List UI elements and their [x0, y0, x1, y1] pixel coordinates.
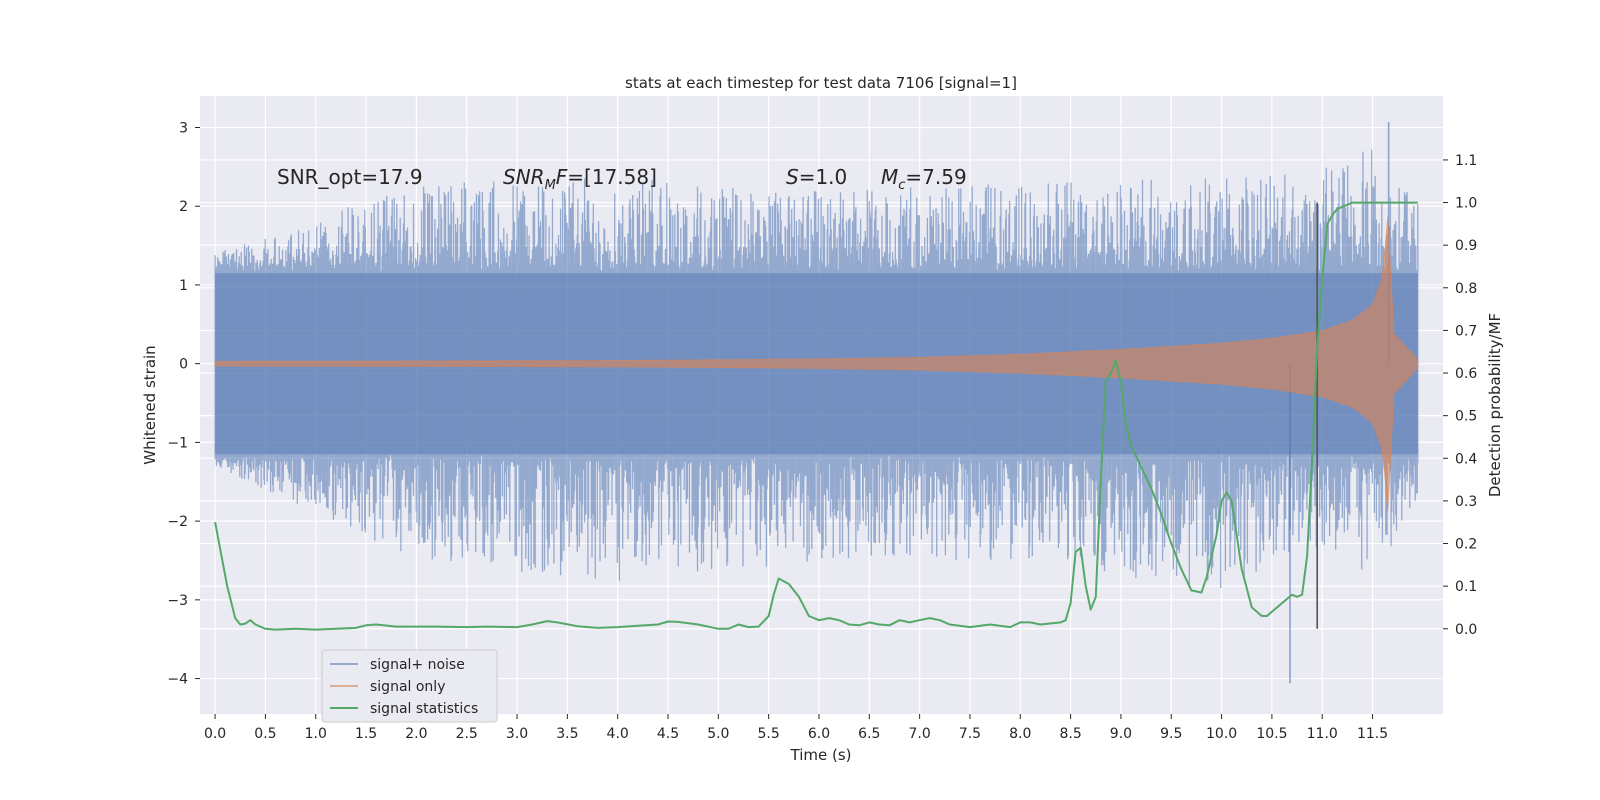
y-tick-label: −2	[167, 514, 188, 530]
signal-statistics-line	[214, 201, 1418, 631]
y2-tick-label: 0.3	[1455, 494, 1477, 510]
x-tick-label: 9.5	[1160, 726, 1182, 742]
y2-tick-label: 0.7	[1455, 323, 1477, 339]
y2-tick-label: 1.0	[1455, 196, 1477, 212]
y-axis-label: Whitened strain	[141, 345, 159, 464]
x-tick-label: 9.0	[1110, 726, 1132, 742]
x-tick-label: 1.5	[355, 726, 377, 742]
legend-label-signal-statistics: signal statistics	[370, 701, 478, 717]
signal-statistics-series	[214, 201, 1418, 631]
annotation-mc-value: =7.59	[905, 165, 966, 189]
legend-label-signal-noise: signal+ noise	[370, 657, 465, 673]
x-tick-label: 4.5	[657, 726, 679, 742]
legend-label-signal-only: signal only	[370, 679, 445, 695]
x-tick-label: 11.5	[1357, 726, 1388, 742]
x-tick-label: 6.0	[808, 726, 830, 742]
x-tick-label: 3.0	[506, 726, 528, 742]
x-tick-label: 7.0	[908, 726, 930, 742]
signal-only-trace	[214, 216, 1419, 511]
y2-axis-label: Detection probability/MF	[1486, 313, 1504, 497]
x-tick-label: 7.5	[959, 726, 981, 742]
y-tick-label: 3	[179, 120, 188, 136]
x-tick-label: 8.0	[1009, 726, 1031, 742]
annotation-snr-mf: SNRMF=[17.58]	[503, 165, 657, 193]
x-tick-label: 5.0	[707, 726, 729, 742]
annotation-snr-mf-subscript: M	[545, 178, 556, 193]
annotation-s-symbol: S	[786, 165, 799, 189]
y2-tick-label: 0.5	[1455, 409, 1477, 425]
annotation-snr-opt: SNR_opt=17.9	[277, 165, 423, 189]
x-tick-label: 0.5	[254, 726, 276, 742]
y2-axis-ticks: 1.1 1.0 0.9 0.8 0.7 0.6 0.5 0.4 0.3 0.2 0.1 0.0	[1443, 153, 1477, 638]
y-tick-label: 1	[179, 278, 188, 294]
y2-tick-label: 0.0	[1455, 622, 1477, 638]
x-tick-label: 11.0	[1307, 726, 1338, 742]
x-tick-label: 8.5	[1059, 726, 1081, 742]
x-axis-ticks: 0.0 0.5 1.0 1.5 2.0 2.5 3.0 3.5 4.0 4.5 5.0 5.5 6.0 6…	[204, 714, 1388, 742]
annotation-s: S=1.0	[786, 165, 847, 189]
y2-tick-label: 0.1	[1455, 579, 1477, 595]
annotation-snr-mf-symbol: SNR	[503, 165, 545, 189]
y-tick-label: 2	[179, 199, 188, 215]
annotation-mc-subscript: c	[898, 178, 905, 193]
annotation-mc: Mc=7.59	[881, 165, 967, 193]
annotation-mc-symbol: M	[881, 165, 898, 189]
x-tick-label: 2.5	[456, 726, 478, 742]
y-tick-label: −1	[167, 435, 188, 451]
x-tick-label: 5.5	[758, 726, 780, 742]
x-tick-label: 1.0	[305, 726, 327, 742]
annotation-snr-mf-value: =[17.58]	[567, 165, 657, 189]
annotation-s-value: =1.0	[799, 165, 848, 189]
x-tick-label: 10.5	[1256, 726, 1287, 742]
y2-tick-label: 0.9	[1455, 238, 1477, 254]
y-tick-label: −4	[167, 672, 188, 688]
legend-box	[321, 649, 498, 723]
x-axis-label: Time (s)	[790, 746, 852, 764]
legend: signal+ noise signal only signal statist…	[321, 649, 498, 723]
x-tick-label: 6.5	[858, 726, 880, 742]
x-tick-label: 0.0	[204, 726, 226, 742]
annotations: SNR_opt=17.9 SNRMF=[17.58] S=1.0 Mc=7.59	[277, 165, 967, 193]
y2-tick-label: 0.6	[1455, 366, 1477, 382]
y2-tick-label: 1.1	[1455, 153, 1477, 169]
signal-only-series	[214, 216, 1419, 511]
y2-tick-label: 0.2	[1455, 537, 1477, 553]
annotation-snr-mf-f: F	[556, 165, 568, 189]
x-tick-label: 10.0	[1206, 726, 1237, 742]
y2-tick-label: 0.8	[1455, 281, 1477, 297]
x-tick-label: 2.0	[405, 726, 427, 742]
y2-tick-label: 0.4	[1455, 451, 1477, 467]
y-tick-label: 0	[179, 357, 188, 373]
chart-title: stats at each timestep for test data 710…	[625, 74, 1017, 92]
x-tick-label: 3.5	[556, 726, 578, 742]
y-tick-label: −3	[167, 593, 188, 609]
y-axis-ticks: 3 2 1 0 −1 −2 −3 −4	[167, 120, 200, 688]
x-tick-label: 4.0	[607, 726, 629, 742]
